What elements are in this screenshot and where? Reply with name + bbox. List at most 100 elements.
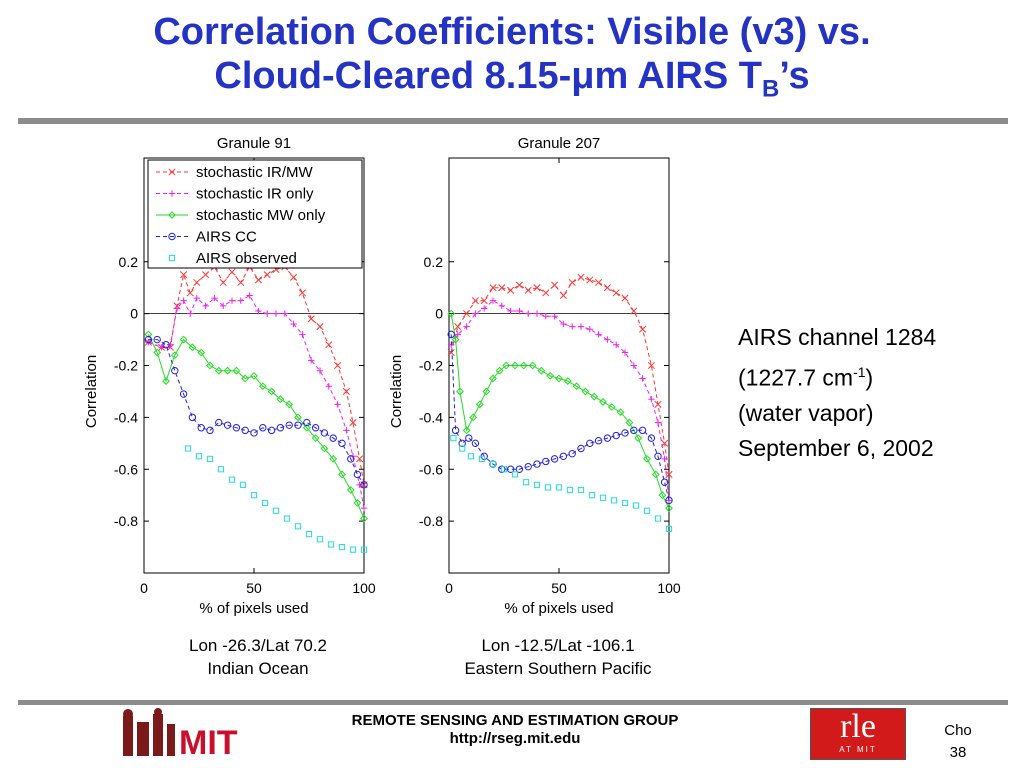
data-point	[621, 499, 629, 507]
data-point	[232, 366, 241, 375]
data-point	[610, 497, 618, 504]
data-point	[267, 426, 276, 435]
data-point	[206, 426, 214, 435]
series-stochastic-mw-only	[144, 330, 368, 523]
data-point	[342, 387, 350, 395]
series-line	[450, 276, 670, 475]
data-point	[665, 497, 673, 504]
footer-group: REMOTE SENSING AND ESTIMATION GROUP http…	[260, 712, 770, 748]
data-point	[654, 400, 662, 408]
data-point	[660, 478, 669, 486]
data-point	[285, 400, 294, 409]
data-point	[360, 481, 368, 489]
data-point	[577, 273, 585, 281]
data-point	[522, 479, 530, 486]
y-tick-label: -0.2	[419, 358, 443, 374]
data-point	[665, 525, 673, 533]
data-point	[515, 281, 523, 289]
data-point	[498, 284, 506, 292]
series-line	[450, 334, 670, 501]
data-point	[239, 481, 247, 488]
data-point	[630, 362, 637, 369]
data-point	[572, 382, 581, 391]
data-point	[294, 413, 302, 422]
mit-logo-text: MIT	[179, 724, 238, 762]
data-point	[639, 375, 646, 382]
data-point	[255, 307, 262, 315]
series-stochastic-ir-mw	[447, 273, 673, 478]
data-point	[577, 486, 585, 494]
y-tick-label: -0.4	[114, 409, 138, 425]
legend: stochastic IR/MW stochastic IR only stocha…	[147, 159, 363, 269]
chart-granule-91: Granule 91 0.2 0 -0.2 -0.4 -0.6 -0.8 0 50 100 % of…	[83, 135, 376, 617]
data-point	[550, 455, 559, 463]
data-point	[533, 310, 541, 317]
data-point	[214, 366, 223, 375]
channel-name: AIRS channel 1284	[738, 324, 937, 350]
wavenumber-exponent: -1	[853, 364, 866, 380]
data-point	[353, 470, 362, 479]
data-point	[173, 305, 181, 312]
data-point	[648, 396, 655, 403]
data-point	[454, 323, 462, 331]
data-point	[498, 302, 505, 310]
data-point	[551, 313, 558, 320]
data-point	[329, 454, 338, 463]
data-point	[184, 445, 192, 452]
data-point	[254, 276, 262, 284]
data-point	[264, 310, 271, 317]
data-point	[329, 434, 337, 442]
data-point	[511, 471, 519, 478]
x-tick-label: 50	[246, 580, 262, 596]
data-point	[458, 439, 466, 448]
data-point	[599, 397, 607, 406]
x-tick-label: 100	[657, 580, 681, 596]
y-tick-label: -0.2	[114, 358, 138, 374]
data-point	[581, 387, 590, 396]
data-point	[267, 387, 276, 396]
series-line	[450, 313, 670, 509]
data-point	[568, 278, 576, 287]
data-point	[661, 455, 668, 463]
data-point	[346, 486, 355, 494]
series-stochastic-mw-only	[447, 309, 673, 513]
title-line-2-post: m AIRS T	[594, 55, 763, 97]
data-point	[217, 466, 225, 473]
data-point	[643, 507, 651, 514]
data-point	[250, 429, 258, 437]
data-point	[272, 310, 280, 317]
data-point	[228, 268, 236, 276]
data-point	[456, 387, 464, 396]
series-line	[148, 265, 365, 485]
legend-marker	[168, 254, 176, 262]
x-tick-label: 50	[551, 580, 567, 596]
top-divider	[18, 118, 1008, 124]
data-point	[616, 408, 625, 417]
legend-marker	[168, 168, 176, 176]
data-point	[555, 484, 563, 491]
data-point	[349, 546, 357, 553]
data-point	[353, 499, 362, 507]
data-point	[259, 424, 267, 432]
x-axis-label: % of pixels used	[504, 600, 613, 617]
legend-label: AIRS CC	[196, 229, 257, 246]
data-point	[343, 427, 350, 434]
series-airs-cc	[447, 330, 673, 505]
bottom-divider	[18, 700, 1008, 705]
data-point	[498, 465, 506, 473]
data-point	[179, 390, 188, 398]
y-tick-label: -0.8	[419, 513, 443, 529]
data-point	[665, 504, 673, 513]
data-point	[551, 281, 559, 289]
data-point	[223, 421, 232, 429]
data-point	[258, 382, 267, 391]
legend-marker	[168, 211, 176, 219]
title-line-2-pre: Cloud-Cleared 8.15-	[214, 55, 572, 97]
series-airs-observed	[184, 445, 368, 553]
y-tick-label: 0	[435, 306, 443, 322]
data-point	[647, 361, 655, 370]
data-point	[489, 284, 497, 292]
group-url[interactable]: http://rseg.mit.edu	[449, 730, 581, 747]
data-point	[162, 341, 170, 349]
data-point	[188, 413, 197, 422]
